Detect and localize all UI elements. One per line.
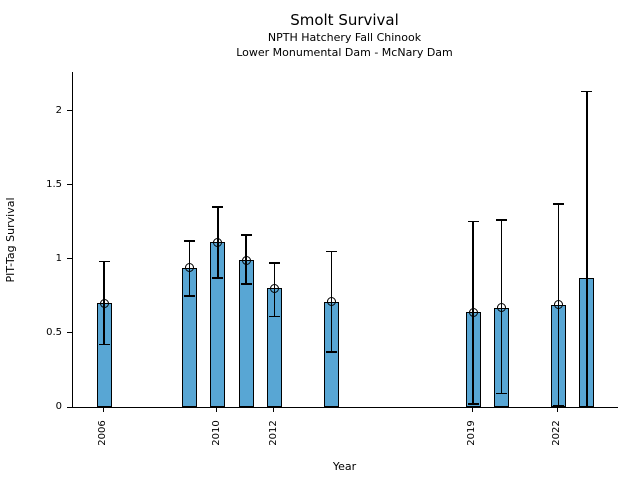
error-cap-top-2014 [325, 250, 337, 253]
error-cap-bottom-2023 [581, 406, 593, 408]
error-cap-top-2009 [183, 240, 195, 242]
y-tick-label-1.5: 1.5 [46, 178, 62, 190]
point-marker-2010 [213, 237, 223, 247]
error-cap-top-2020 [496, 219, 508, 221]
error-cap-top-2010 [212, 206, 224, 208]
error-cap-bottom-2014 [325, 351, 337, 353]
x-tick-label-2012: 2012 [267, 420, 279, 446]
error-cap-bottom-2019 [467, 403, 479, 405]
point-marker-2020 [497, 303, 507, 313]
error-cap-bottom-2020 [496, 392, 508, 395]
point-marker-2012 [270, 283, 280, 293]
point-marker-2022 [553, 300, 563, 310]
error-cap-top-2011 [240, 234, 252, 236]
point-marker-2014 [326, 297, 336, 307]
error-cap-top-2012 [269, 262, 281, 264]
point-marker-2006 [99, 298, 109, 308]
error-cap-bottom-2012 [269, 315, 281, 318]
plot-area [72, 72, 618, 408]
y-tick-label-1: 1 [55, 252, 62, 264]
x-tick-label-2022: 2022 [551, 420, 563, 446]
point-marker-2009 [184, 263, 194, 273]
x-tick-label-2006: 2006 [97, 420, 109, 446]
point-marker-2019 [468, 307, 478, 317]
error-cap-bottom-2009 [183, 295, 195, 297]
error-cap-bottom-2006 [98, 343, 110, 346]
chart-subtitle-2: Lower Monumental Dam - McNary Dam [236, 46, 453, 59]
error-bar-2023 [586, 91, 588, 407]
y-tick-label-2: 2 [55, 104, 62, 116]
error-cap-top-2019 [467, 220, 479, 223]
x-tick-label-2010: 2010 [210, 420, 222, 446]
chart-subtitle-1: NPTH Hatchery Fall Chinook [267, 31, 422, 44]
error-cap-top-2023 [581, 90, 593, 93]
error-cap-bottom-2010 [212, 277, 224, 279]
error-cap-top-2006 [98, 260, 110, 263]
x-tick-label-2019: 2019 [466, 420, 478, 446]
error-cap-top-2022 [552, 203, 564, 205]
error-cap-bottom-2011 [240, 283, 252, 285]
y-tick-label-0: 0 [55, 401, 62, 412]
chart-title: Smolt Survival [290, 11, 399, 29]
error-cap-bottom-2022 [552, 404, 564, 407]
x-axis-label: Year [332, 460, 357, 473]
y-axis-label: PIT-Tag Survival [4, 197, 17, 283]
y-tick-label-0.5: 0.5 [46, 326, 62, 338]
point-marker-2011 [241, 255, 251, 265]
